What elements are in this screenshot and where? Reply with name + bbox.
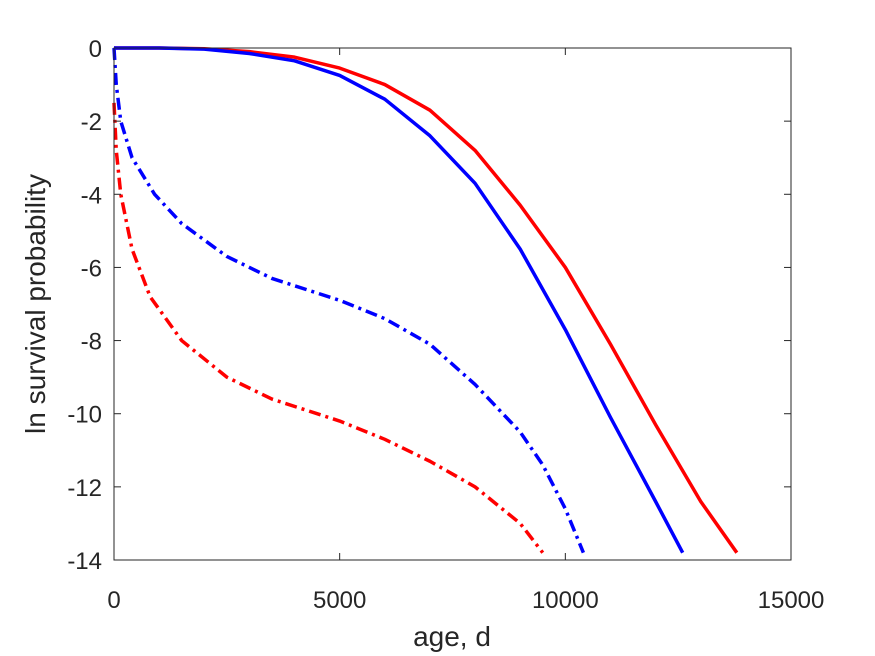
y-tick-label: -2 [81,109,102,136]
series-line-4 [112,102,545,554]
tick-layer: 0 5000 10000 15000 0 -2 -4 -6 -8 -10 -12 -14 [67,36,824,614]
series-line-3 [112,47,586,554]
x-tick-label: 15000 [758,587,825,614]
y-tick-label: -8 [81,329,102,356]
y-tick-label: -14 [67,548,102,575]
x-tick-label: 0 [107,587,120,614]
plot-frame [113,47,792,561]
y-axis-label: ln survival probability [20,174,51,434]
series-layer [112,46,739,554]
y-tick-label: -4 [81,182,102,209]
series-line-2 [114,46,685,554]
y-tick-label: -12 [67,475,102,502]
x-axis-label: age, d [413,621,491,652]
x-tick-label: 10000 [532,587,599,614]
y-tick-label: 0 [89,36,102,63]
y-tick-label: -10 [67,402,102,429]
y-tick-label: -6 [81,255,102,282]
x-tick-label: 5000 [313,587,366,614]
